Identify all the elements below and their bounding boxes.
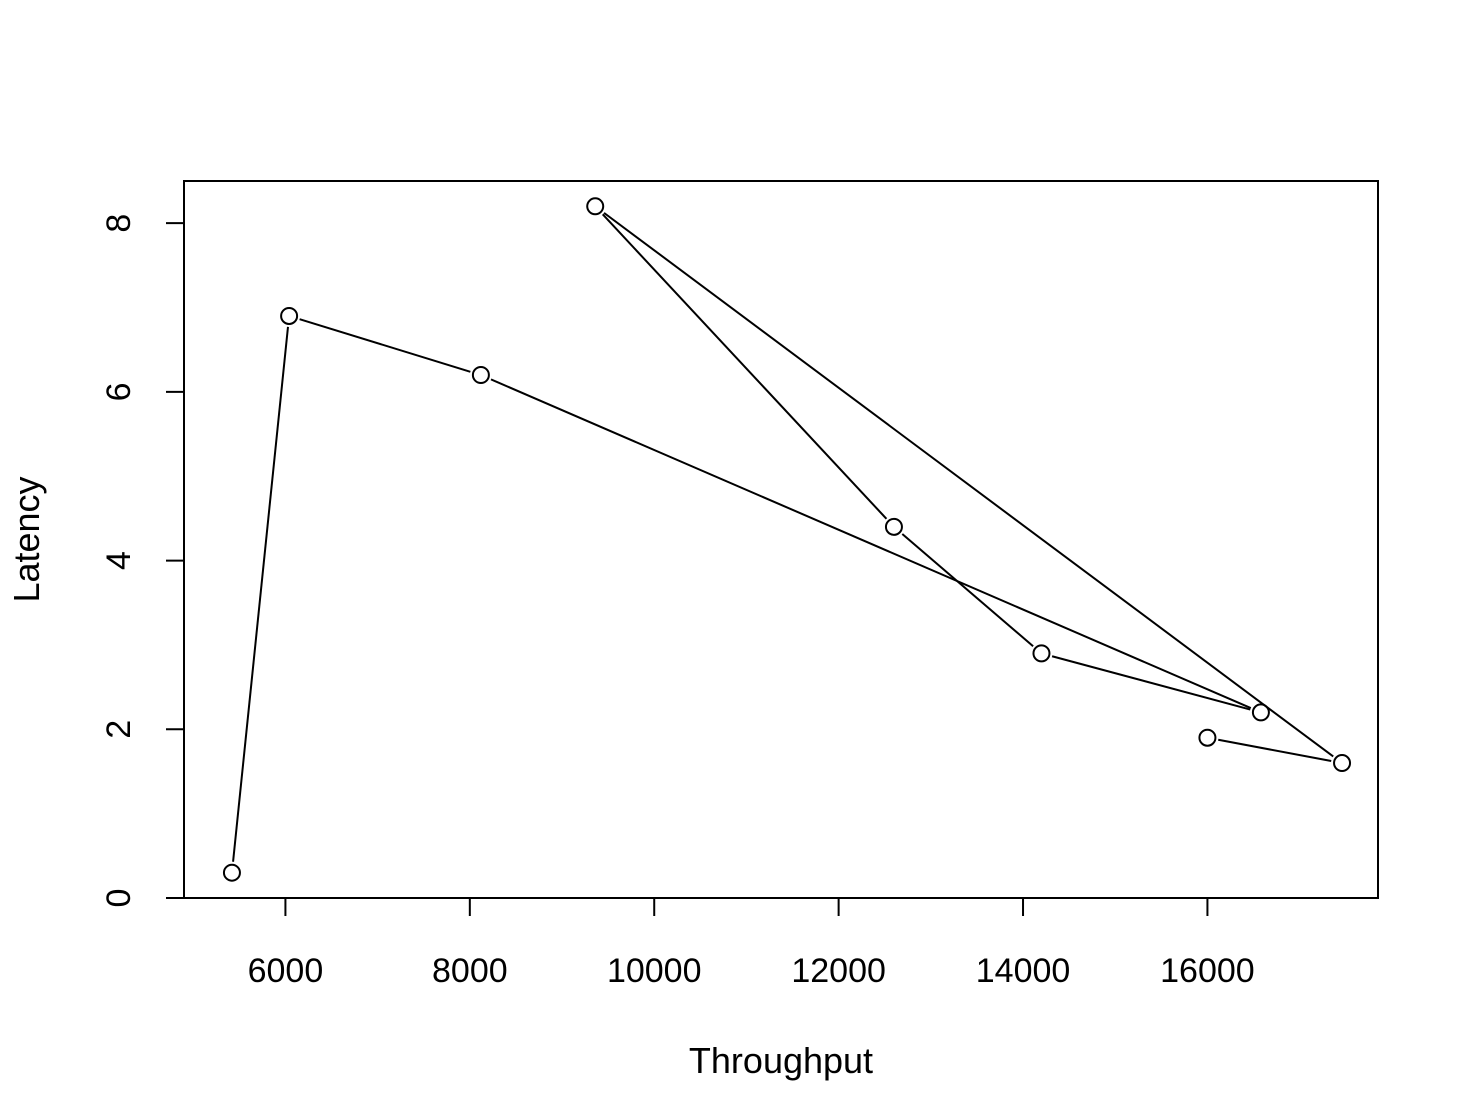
data-point	[280, 306, 299, 325]
data-point	[1198, 728, 1217, 747]
series-line-segment	[603, 212, 1334, 758]
series-line-segment	[901, 533, 1034, 647]
data-point	[1333, 754, 1352, 773]
y-tick-label: 0	[100, 889, 138, 908]
series-line-segment	[490, 378, 1252, 709]
data-point	[1251, 703, 1270, 722]
series-line-segment	[1218, 738, 1332, 762]
series-line-segment	[232, 326, 289, 862]
y-axis: 0 2 4 6 8	[100, 214, 185, 908]
x-tick-label: 8000	[432, 952, 508, 990]
data-point	[222, 863, 241, 882]
series-layer	[222, 197, 1352, 882]
x-tick-label: 6000	[248, 952, 324, 990]
y-tick-label: 8	[100, 214, 138, 233]
data-point	[471, 366, 490, 385]
x-tick-label: 12000	[791, 952, 886, 990]
series-line-segment	[1051, 655, 1251, 711]
y-axis-title: Latency	[6, 476, 47, 602]
y-tick-label: 6	[100, 382, 138, 401]
plot-frame	[183, 180, 1379, 899]
data-point	[1032, 644, 1051, 663]
y-tick-label: 4	[100, 551, 138, 570]
y-tick-label: 2	[100, 720, 138, 739]
x-tick-label: 16000	[1160, 952, 1255, 990]
x-tick-label: 14000	[976, 952, 1071, 990]
x-axis: 6000 8000 10000 12000 14000 16000	[248, 897, 1255, 990]
series-line-segment	[601, 213, 888, 520]
x-axis-title: Throughput	[689, 1040, 873, 1081]
series-line-segment	[299, 318, 471, 373]
x-tick-label: 10000	[607, 952, 702, 990]
data-point	[884, 517, 903, 536]
data-point	[586, 197, 605, 216]
